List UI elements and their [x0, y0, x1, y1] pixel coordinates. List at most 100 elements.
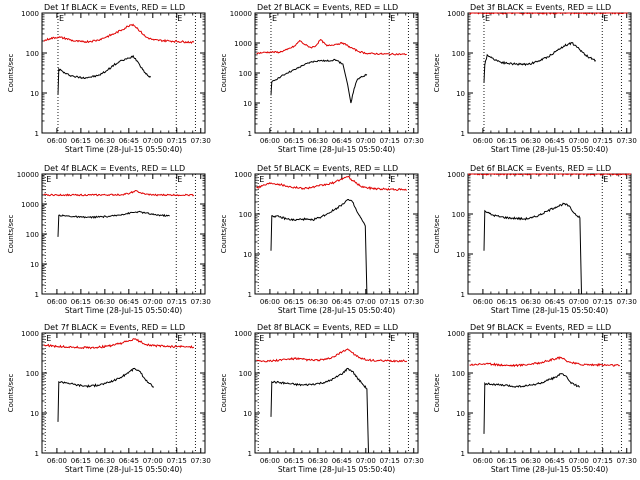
x-tick-label: 06:15: [497, 457, 517, 465]
x-tick-label: 06:15: [497, 298, 517, 306]
marker-label: E: [177, 334, 182, 343]
chart-panel-1: Det 1f BLACK = Events, RED = LLD 1 10 100 10…: [7, 3, 211, 154]
chart-panel-9: Det 9f BLACK = Events, RED = LLD 1 10 100 10…: [433, 323, 637, 474]
y-axis-label: Counts/sec: [7, 215, 15, 254]
marker-label: E: [603, 175, 608, 184]
y-tick-label: 100: [26, 370, 39, 378]
x-tick-label: 07:15: [167, 137, 187, 145]
x-tick-label: 06:45: [545, 137, 565, 145]
y-tick-label: 100: [239, 370, 252, 378]
y-tick-label: 100: [452, 50, 465, 58]
marker-label: E: [390, 334, 395, 343]
x-tick-label: 06:15: [284, 457, 304, 465]
y-axis-label: Counts/sec: [433, 215, 441, 254]
x-tick-label: 07:00: [356, 137, 376, 145]
lld-series-line: [43, 23, 195, 45]
lld-series-line: [43, 189, 195, 197]
y-tick-label: 1000: [447, 10, 465, 18]
lld-series-line: [469, 12, 628, 15]
x-tick-label: 06:00: [473, 137, 493, 145]
x-tick-label: 07:30: [617, 457, 637, 465]
lld-series-line: [256, 175, 407, 192]
y-tick-label: 10: [30, 90, 39, 98]
x-axis-label: Start Time (28-Jul-15 05:50:40): [491, 465, 608, 474]
y-tick-label: 1000: [234, 330, 252, 338]
marker-label: E: [59, 14, 64, 23]
chart-panel-5: Det 5f BLACK = Events, RED = LLD 1 10 100 10…: [220, 164, 424, 315]
y-tick-label: 100: [26, 50, 39, 58]
marker-label: E: [603, 334, 608, 343]
x-tick-label: 07:00: [569, 457, 589, 465]
panel-title: Det 4f BLACK = Events, RED = LLD: [44, 164, 185, 173]
marker-label: E: [177, 175, 182, 184]
x-tick-label: 06:15: [71, 298, 91, 306]
x-tick-label: 07:00: [143, 457, 163, 465]
x-tick-label: 06:00: [47, 457, 67, 465]
events-series-line: [483, 41, 597, 83]
y-tick-label: 10: [456, 410, 465, 418]
x-tick-label: 06:30: [308, 457, 328, 465]
y-tick-label: 1: [35, 450, 39, 458]
plot-frame: [467, 173, 632, 295]
x-tick-label: 06:30: [308, 137, 328, 145]
x-tick-label: 06:15: [71, 457, 91, 465]
x-tick-label: 07:00: [143, 298, 163, 306]
x-tick-label: 06:45: [119, 137, 139, 145]
y-axis-label: Counts/sec: [7, 374, 15, 413]
x-axis-label: Start Time (28-Jul-15 05:50:40): [491, 306, 608, 315]
chart-panel-4: Det 4f BLACK = Events, RED = LLD 1 10 100 10…: [7, 164, 211, 315]
panel-title: Det 5f BLACK = Events, RED = LLD: [257, 164, 398, 173]
panel-title: Det 2f BLACK = Events, RED = LLD: [257, 3, 398, 12]
x-tick-label: 07:30: [404, 298, 424, 306]
x-tick-label: 07:15: [380, 457, 400, 465]
plot-frame: [254, 173, 419, 295]
x-tick-label: 06:15: [284, 298, 304, 306]
y-tick-label: 1: [461, 291, 465, 299]
x-tick-label: 07:30: [191, 298, 211, 306]
x-tick-label: 07:30: [404, 137, 424, 145]
marker-label: E: [259, 175, 264, 184]
y-tick-label: 10: [243, 100, 252, 108]
plot-frame: [254, 332, 419, 454]
y-tick-label: 1000: [21, 330, 39, 338]
chart-panel-2: Det 2f BLACK = Events, RED = LLD 1 10 100 10…: [220, 3, 424, 154]
plot-frame: [41, 12, 206, 134]
x-tick-label: 07:15: [593, 298, 613, 306]
marker-label: E: [46, 334, 51, 343]
plot-frame: [467, 12, 632, 134]
x-tick-label: 07:30: [191, 137, 211, 145]
y-tick-label: 1000: [21, 201, 39, 209]
y-tick-label: 1: [461, 450, 465, 458]
y-tick-label: 10000: [230, 10, 252, 18]
y-tick-label: 1: [35, 291, 39, 299]
x-tick-label: 06:15: [71, 137, 91, 145]
lld-series-line: [256, 38, 407, 56]
x-tick-label: 06:00: [473, 457, 493, 465]
y-axis-label: Counts/sec: [220, 374, 228, 413]
y-tick-label: 1: [461, 130, 465, 138]
x-axis-label: Start Time (28-Jul-15 05:50:40): [65, 465, 182, 474]
y-tick-label: 10: [243, 251, 252, 259]
x-tick-label: 06:30: [308, 298, 328, 306]
y-tick-label: 100: [452, 370, 465, 378]
marker-label: E: [46, 175, 51, 184]
x-tick-label: 06:15: [497, 137, 517, 145]
y-tick-label: 1000: [234, 171, 252, 179]
y-tick-label: 10: [30, 261, 39, 269]
chart-panel-7: Det 7f BLACK = Events, RED = LLD 1 10 100 10…: [7, 323, 211, 474]
x-tick-label: 07:15: [167, 457, 187, 465]
x-tick-label: 07:15: [167, 298, 187, 306]
panel-title: Det 9f BLACK = Events, RED = LLD: [470, 323, 611, 332]
y-tick-label: 1000: [447, 171, 465, 179]
panel-title: Det 6f BLACK = Events, RED = LLD: [470, 164, 611, 173]
y-tick-label: 10: [243, 410, 252, 418]
x-tick-label: 06:15: [284, 137, 304, 145]
events-series-line: [57, 367, 155, 422]
y-tick-label: 1000: [234, 40, 252, 48]
x-tick-label: 07:15: [593, 137, 613, 145]
x-tick-label: 06:30: [521, 137, 541, 145]
x-tick-label: 07:00: [356, 298, 376, 306]
y-tick-label: 1: [248, 450, 252, 458]
x-tick-label: 06:45: [332, 457, 352, 465]
